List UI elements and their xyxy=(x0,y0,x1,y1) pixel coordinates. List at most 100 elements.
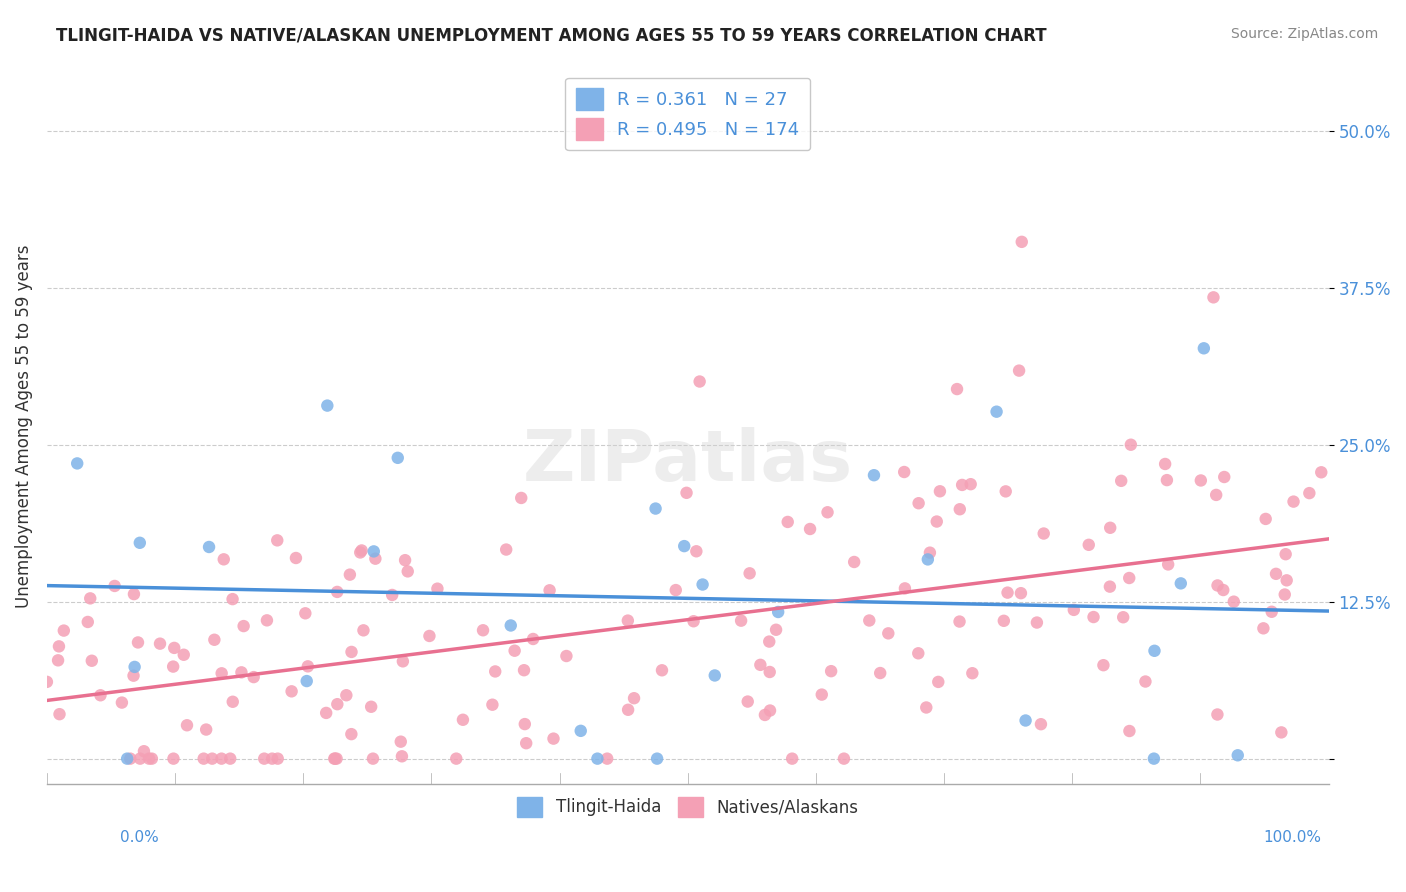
Y-axis label: Unemployment Among Ages 55 to 59 years: Unemployment Among Ages 55 to 59 years xyxy=(15,244,32,607)
Point xyxy=(122,668,145,682)
Point xyxy=(394,553,416,567)
Point xyxy=(1298,486,1320,500)
Point xyxy=(538,583,561,598)
Point xyxy=(1092,658,1115,673)
Point xyxy=(766,605,789,619)
Point xyxy=(201,751,224,765)
Point xyxy=(623,691,645,706)
Point xyxy=(111,696,134,710)
Point xyxy=(104,579,127,593)
Point xyxy=(267,751,290,765)
Point xyxy=(692,577,714,591)
Point xyxy=(391,749,413,764)
Point xyxy=(950,478,973,492)
Point xyxy=(1206,707,1229,722)
Point xyxy=(682,614,704,628)
Point xyxy=(79,591,101,606)
Point xyxy=(52,624,75,638)
Text: Source: ZipAtlas.com: Source: ZipAtlas.com xyxy=(1230,27,1378,41)
Point xyxy=(907,646,929,660)
Point xyxy=(1154,457,1177,471)
Point xyxy=(472,624,495,638)
Point xyxy=(730,614,752,628)
Point xyxy=(326,697,349,711)
Point xyxy=(297,659,319,673)
Point xyxy=(522,632,544,646)
Point xyxy=(484,665,506,679)
Point xyxy=(1098,580,1121,594)
Point xyxy=(392,654,415,668)
Point xyxy=(1014,714,1036,728)
Point xyxy=(325,751,347,765)
Point xyxy=(361,751,384,765)
Point xyxy=(1274,587,1296,601)
Point xyxy=(198,540,221,554)
Point xyxy=(48,640,70,654)
Point xyxy=(495,542,517,557)
Point xyxy=(129,751,152,765)
Point xyxy=(122,587,145,601)
Point xyxy=(219,751,242,765)
Point xyxy=(162,659,184,673)
Point xyxy=(738,566,761,581)
Point xyxy=(993,614,1015,628)
Point xyxy=(1063,603,1085,617)
Point xyxy=(1226,748,1249,763)
Point xyxy=(689,375,711,389)
Point xyxy=(1029,717,1052,731)
Point xyxy=(446,751,468,765)
Point xyxy=(513,717,536,731)
Point xyxy=(758,634,780,648)
Point xyxy=(917,552,939,566)
Point xyxy=(1143,644,1166,658)
Point xyxy=(986,405,1008,419)
Point xyxy=(1118,724,1140,739)
Point xyxy=(569,723,592,738)
Point xyxy=(503,643,526,657)
Point xyxy=(340,645,363,659)
Point xyxy=(1270,725,1292,739)
Point xyxy=(817,505,839,519)
Point xyxy=(138,751,160,765)
Point xyxy=(780,751,803,765)
Point xyxy=(262,751,284,765)
Point xyxy=(499,618,522,632)
Point xyxy=(149,637,172,651)
Text: ZIPatlas: ZIPatlas xyxy=(523,427,853,496)
Point xyxy=(1253,621,1275,635)
Text: TLINGIT-HAIDA VS NATIVE/ALASKAN UNEMPLOYMENT AMONG AGES 55 TO 59 YEARS CORRELATI: TLINGIT-HAIDA VS NATIVE/ALASKAN UNEMPLOY… xyxy=(56,27,1047,45)
Point xyxy=(617,703,640,717)
Point xyxy=(340,727,363,741)
Point xyxy=(893,465,915,479)
Point xyxy=(776,515,799,529)
Point xyxy=(946,382,969,396)
Point xyxy=(673,539,696,553)
Point xyxy=(35,674,58,689)
Point xyxy=(451,713,474,727)
Point xyxy=(132,744,155,758)
Point xyxy=(1157,558,1180,572)
Point xyxy=(949,502,972,516)
Point xyxy=(1275,574,1298,588)
Point xyxy=(1119,438,1142,452)
Point xyxy=(76,615,98,629)
Point xyxy=(339,567,361,582)
Point xyxy=(221,592,243,607)
Point xyxy=(481,698,503,712)
Point xyxy=(644,501,666,516)
Point xyxy=(173,648,195,662)
Point xyxy=(754,708,776,723)
Point xyxy=(115,751,138,765)
Point xyxy=(326,585,349,599)
Point xyxy=(162,751,184,765)
Point xyxy=(1310,465,1333,479)
Point xyxy=(163,640,186,655)
Point xyxy=(195,723,218,737)
Point xyxy=(1213,470,1236,484)
Point xyxy=(918,546,941,560)
Point xyxy=(315,706,337,720)
Point xyxy=(758,665,780,679)
Point xyxy=(617,614,640,628)
Point xyxy=(1025,615,1047,630)
Point xyxy=(703,668,725,682)
